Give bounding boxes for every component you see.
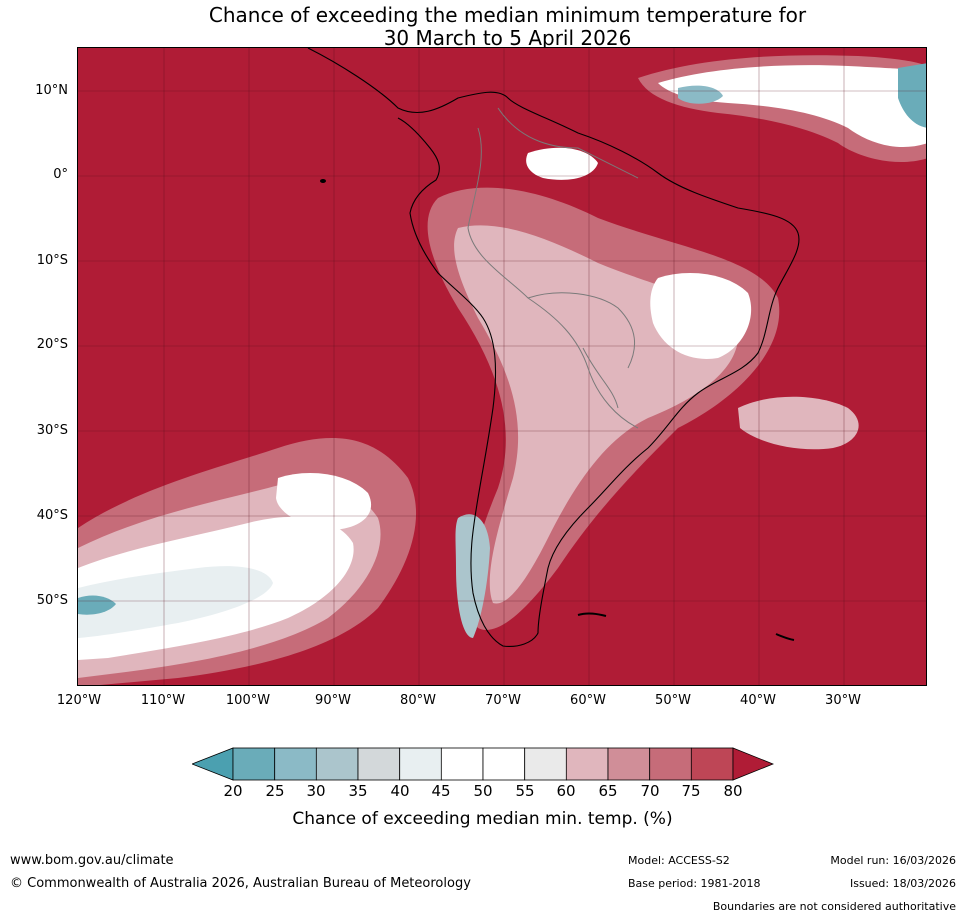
colorbar-tick-35: 35 [348, 782, 368, 800]
lat-label-10n: 10°N [35, 83, 68, 98]
colorbar-tick-80: 80 [723, 782, 743, 800]
colorbar-box-70-75 [649, 747, 692, 781]
colorbar-tick-65: 65 [598, 782, 618, 800]
lon-label-120w: 120°W [56, 693, 102, 708]
model-name: Model: ACCESS-S2 [628, 854, 730, 867]
lon-label-70w: 70°W [485, 693, 521, 708]
website-link[interactable]: www.bom.gov.au/climate [10, 853, 174, 868]
colorbar-tick-50: 50 [473, 782, 493, 800]
colorbar-title: Chance of exceeding median min. temp. (%… [292, 809, 673, 829]
lon-label-100w: 100°W [225, 693, 271, 708]
colorbar-tick-75: 75 [681, 782, 701, 800]
colorbar-extend-below-20 [192, 747, 234, 781]
pacific-patch-20-25 [78, 595, 116, 615]
colorbar-box-40-45 [399, 747, 442, 781]
model-run-date: Model run: 16/03/2026 [830, 854, 956, 867]
lon-label-80w: 80°W [400, 693, 436, 708]
colorbar-extend-above-80 [732, 747, 774, 781]
lat-label-20s: 20°S [36, 337, 68, 352]
north-continent-area-45-55 [526, 147, 598, 180]
graticule [78, 48, 926, 685]
colorbar-tick-45: 45 [431, 782, 451, 800]
colorbar-tick-20: 20 [223, 782, 243, 800]
colorbar-box-30-35 [315, 747, 359, 781]
country-borders [467, 107, 639, 429]
lat-label-10s: 10°S [36, 253, 68, 268]
colorbar-tick-60: 60 [556, 782, 576, 800]
colorbar-box-20-25 [232, 747, 276, 781]
base-period: Base period: 1981-2018 [628, 877, 761, 890]
issued-date: Issued: 18/03/2026 [849, 877, 956, 890]
map-title: Chance of exceeding the median minimum t… [0, 4, 965, 50]
atlantic-patch-25-30 [678, 85, 723, 104]
galapagos-islands [320, 179, 326, 183]
atlantic-patch-20-25 [898, 63, 926, 128]
lon-label-90w: 90°W [315, 693, 351, 708]
south-atlantic-band-60-65 [738, 396, 859, 450]
colorbar-box-75-80 [690, 747, 734, 781]
lon-label-60w: 60°W [570, 693, 606, 708]
colorbar-tick-55: 55 [515, 782, 535, 800]
colorbar-box-25-30 [274, 747, 317, 781]
map-title-line1: Chance of exceeding the median minimum t… [208, 3, 807, 27]
lon-label-110w: 110°W [140, 693, 186, 708]
patagonia-band-30-35 [455, 514, 490, 638]
continent-coastline [307, 48, 800, 647]
copyright-text: © Commonwealth of Australia 2026, Austra… [10, 876, 471, 891]
colorbar-box-50-55 [482, 747, 526, 781]
colorbar-tick-25: 25 [265, 782, 285, 800]
colorbar-tick-70: 70 [640, 782, 660, 800]
lat-label-30s: 30°S [36, 423, 68, 438]
colorbar-box-60-65 [565, 747, 609, 781]
colorbar-tick-30: 30 [306, 782, 326, 800]
lon-label-50w: 50°W [655, 693, 691, 708]
colorbar-box-45-50 [440, 747, 484, 781]
colorbar-box-35-40 [357, 747, 401, 781]
lat-label-40s: 40°S [36, 508, 68, 523]
atlantic-area-45-55 [658, 65, 926, 148]
boundaries-disclaimer: Boundaries are not considered authoritat… [712, 900, 956, 913]
map-panel[interactable] [77, 47, 927, 686]
brazil-area-45-55 [650, 273, 752, 359]
pacific-area-40-45 [78, 566, 273, 638]
lon-label-30w: 30°W [825, 693, 861, 708]
colorbar-box-65-70 [607, 747, 651, 781]
lon-label-40w: 40°W [740, 693, 776, 708]
lat-label-0: 0° [53, 167, 68, 182]
falkland-islands [577, 612, 607, 617]
lat-label-50s: 50°S [36, 593, 68, 608]
map-title-line2: 30 March to 5 April 2026 [383, 26, 632, 50]
probability-map [78, 48, 926, 685]
south-georgia-island [775, 633, 795, 641]
colorbar [192, 747, 774, 781]
colorbar-tick-40: 40 [390, 782, 410, 800]
colorbar-box-55-60 [524, 747, 567, 781]
